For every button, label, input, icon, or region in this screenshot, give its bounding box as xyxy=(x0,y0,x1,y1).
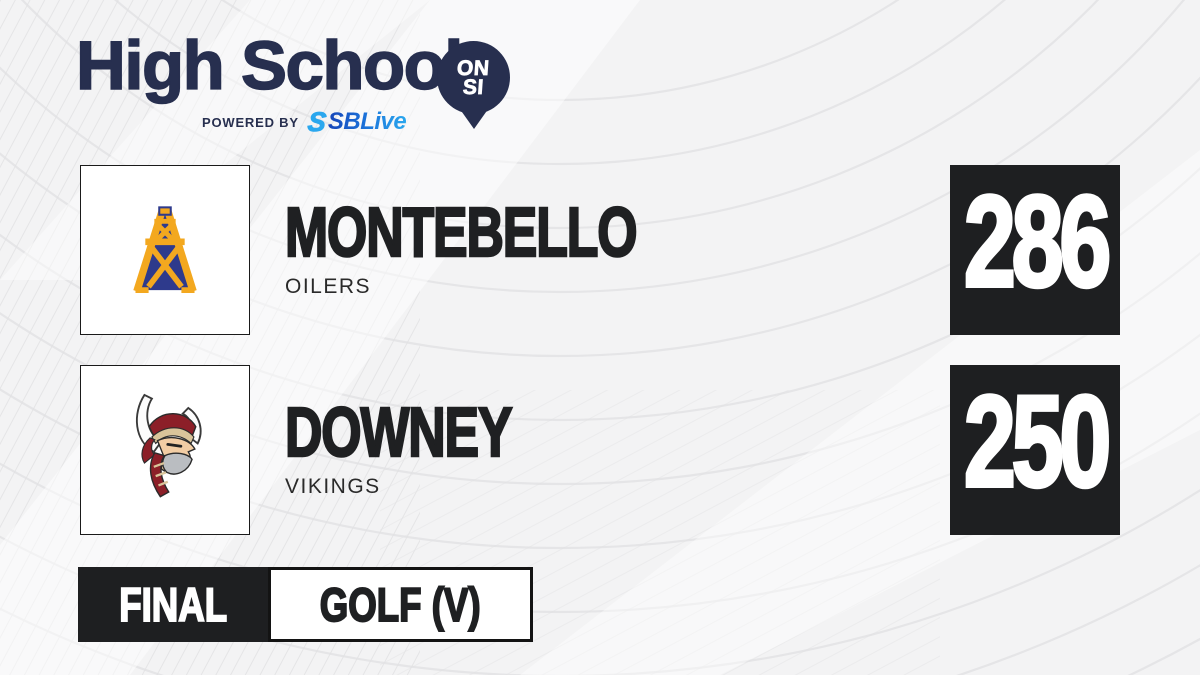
team-score: 286 xyxy=(962,168,1112,314)
team-logo-tile xyxy=(80,365,250,535)
sport-level-label: GOLF (V) xyxy=(319,577,481,631)
score-tile: 286 xyxy=(950,165,1120,335)
oilers-derrick-logo xyxy=(133,206,197,294)
team-name: MONTEBELLO xyxy=(284,193,638,271)
team-row-downey: DOWNEY VIKINGS 250 xyxy=(80,365,1120,535)
team-name-block: DOWNEY VIKINGS xyxy=(284,393,591,499)
team-score: 250 xyxy=(962,368,1112,514)
team-mascot: OILERS xyxy=(285,275,372,298)
team-row-montebello: MONTEBELLO OILERS 286 xyxy=(80,165,1120,335)
status-final-label: FINAL xyxy=(118,577,228,631)
sblive-logo: S SBLive xyxy=(306,107,407,138)
team-mascot: VIKINGS xyxy=(285,475,381,498)
on-si-pin-icon: ON SI xyxy=(437,41,510,114)
team-name-block: MONTEBELLO OILERS xyxy=(284,193,760,299)
team-logo-tile xyxy=(80,165,250,335)
score-tile: 250 xyxy=(950,365,1120,535)
powered-by-lockup: POWERED BY S SBLive xyxy=(202,107,407,138)
sport-level-badge: GOLF (V) xyxy=(268,567,533,642)
powered-by-label: POWERED BY xyxy=(202,114,299,130)
sblive-icon: S xyxy=(306,107,328,138)
status-bar: FINAL GOLF (V) xyxy=(78,567,533,642)
highschool-wordmark: High School xyxy=(75,27,464,104)
pin-text-on: ON xyxy=(456,56,491,80)
team-name: DOWNEY xyxy=(284,393,513,471)
sblive-wordmark: SBLive xyxy=(327,108,407,135)
pin-text-si: SI xyxy=(462,75,485,99)
vikings-head-logo xyxy=(135,393,202,498)
status-final-badge: FINAL xyxy=(78,567,269,642)
